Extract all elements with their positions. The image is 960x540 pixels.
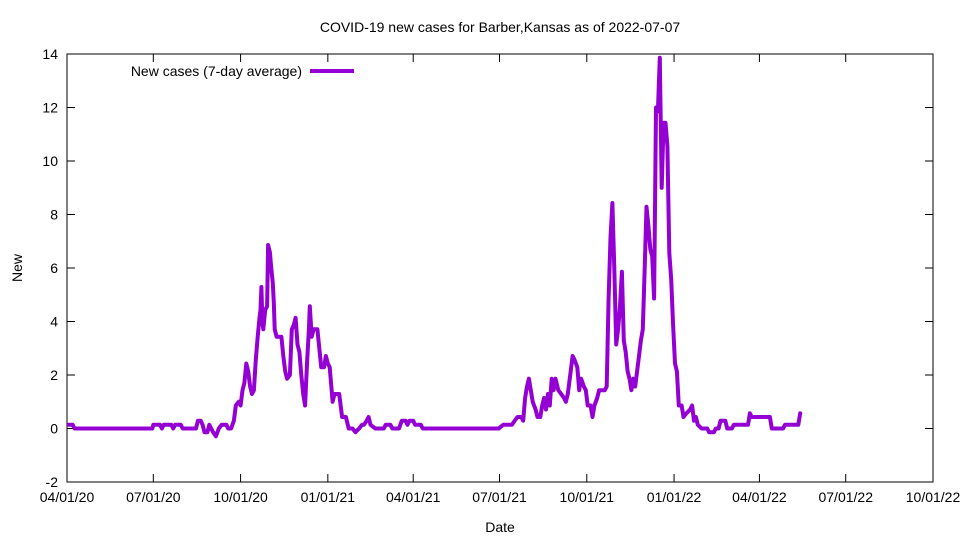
x-tick-label: 10/01/20 [213,489,268,505]
x-tick-label: 04/01/20 [40,489,95,505]
x-tick-label: 10/01/21 [560,489,615,505]
x-tick-label: 07/01/22 [818,489,873,505]
x-tick-label: 04/01/22 [732,489,787,505]
y-axis: -2 0 2 4 6 8 10 12 14 [42,46,933,490]
y-tick-label: 12 [42,100,58,116]
series-layer [66,55,803,439]
series-line-0 [66,55,803,439]
x-tick-label: 07/01/20 [126,489,181,505]
x-tick-label: 07/01/21 [472,489,527,505]
y-axis-label: New [9,253,25,282]
y-tick-label: 8 [50,207,58,223]
y-tick-label: -2 [46,474,59,490]
plot-frame [66,53,934,483]
x-axis: 04/01/20 07/01/20 10/01/20 01/01/21 04/01/21… [40,54,960,505]
x-tick-label: 01/01/22 [647,489,702,505]
y-tick-label: 6 [50,260,58,276]
legend: New cases (7-day average) [131,63,354,79]
y-tick-label: 10 [42,153,58,169]
x-tick-label: 01/01/21 [301,489,356,505]
x-tick-label: 10/01/22 [906,489,960,505]
y-tick-label: 14 [42,46,58,62]
x-tick-label: 04/01/21 [386,489,441,505]
y-tick-label: 0 [50,421,58,437]
chart-title: COVID-19 new cases for Barber,Kansas as … [320,19,681,35]
y-tick-label: 2 [50,367,58,383]
x-axis-label: Date [485,519,515,535]
legend-label: New cases (7-day average) [131,63,302,79]
y-tick-label: 4 [50,314,58,330]
